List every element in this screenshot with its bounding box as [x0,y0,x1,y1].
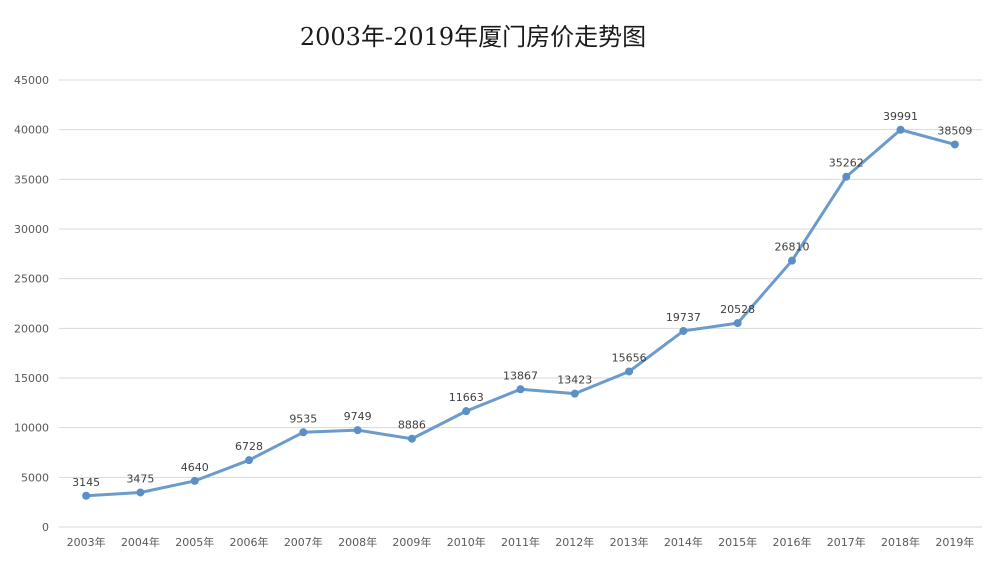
data-point [787,256,796,265]
data-label: 20528 [720,303,755,316]
data-label: 19737 [666,311,701,324]
data-label: 15656 [612,351,647,364]
data-point [462,407,471,416]
data-points [82,125,959,500]
x-tick-label: 2018年 [881,535,920,549]
data-labels: 3145 3475 4640 6728 9535 9749 8886 11663 13867 13… [72,110,972,489]
data-point [82,491,91,500]
data-label: 8886 [398,419,426,432]
data-point [516,385,525,394]
x-tick-label: 2011年 [501,535,540,549]
data-label: 9749 [344,410,372,423]
data-point [353,426,362,435]
x-tick-label: 2014年 [664,535,703,549]
y-tick-label: 15000 [14,372,49,385]
data-point [245,456,254,465]
x-tick-label: 2009年 [392,535,431,549]
x-tick-label: 2016年 [772,535,811,549]
y-axis-ticks: 0 5000 10000 15000 20000 25000 30000 35000 40000… [14,74,49,534]
data-point [733,319,742,328]
data-point [896,125,905,134]
data-point [679,326,688,335]
y-tick-label: 30000 [14,223,49,236]
data-label: 26810 [774,241,809,254]
x-tick-label: 2017年 [827,535,866,549]
data-label: 35262 [829,157,864,170]
gridlines [59,79,982,528]
y-tick-label: 0 [42,521,49,534]
y-tick-label: 25000 [14,273,49,286]
data-label: 13423 [557,374,592,387]
data-point [407,434,416,443]
data-label: 3145 [72,476,100,489]
data-label: 4640 [181,461,209,474]
chart-title: 2003年-2019年厦门房价走势图 [300,23,646,51]
series-line [84,128,957,498]
x-tick-label: 2004年 [121,535,160,549]
data-label: 13867 [503,369,538,382]
y-tick-label: 40000 [14,124,49,137]
x-tick-label: 2019年 [935,535,974,549]
y-tick-label: 45000 [14,74,49,87]
data-label: 38509 [937,124,972,137]
x-tick-label: 2005年 [175,535,214,549]
x-tick-label: 2008年 [338,535,377,549]
data-label: 11663 [449,391,484,404]
data-point [136,488,145,497]
y-tick-label: 20000 [14,322,49,335]
data-point [190,476,199,485]
x-tick-label: 2003年 [67,535,106,549]
y-tick-label: 10000 [14,422,49,435]
data-point [950,140,959,149]
x-tick-label: 2012年 [555,535,594,549]
x-tick-label: 2010年 [447,535,486,549]
data-point [625,367,634,376]
x-tick-label: 2015年 [718,535,757,549]
data-label: 9535 [289,412,317,425]
data-point [842,172,851,181]
series-line-layer [84,128,957,498]
y-tick-label: 5000 [21,471,49,484]
x-tick-label: 2013年 [610,535,649,549]
data-label: 39991 [883,110,918,123]
x-tick-label: 2006年 [230,535,269,549]
y-tick-label: 35000 [14,173,49,186]
x-axis-ticks: 2003年 2004年 2005年 2006年 2007年 2008年 2009年 2010年… [67,535,975,549]
data-label: 3475 [126,472,154,485]
data-point [570,389,579,398]
x-tick-label: 2007年 [284,535,323,549]
data-point [299,428,308,437]
data-label: 6728 [235,440,263,453]
